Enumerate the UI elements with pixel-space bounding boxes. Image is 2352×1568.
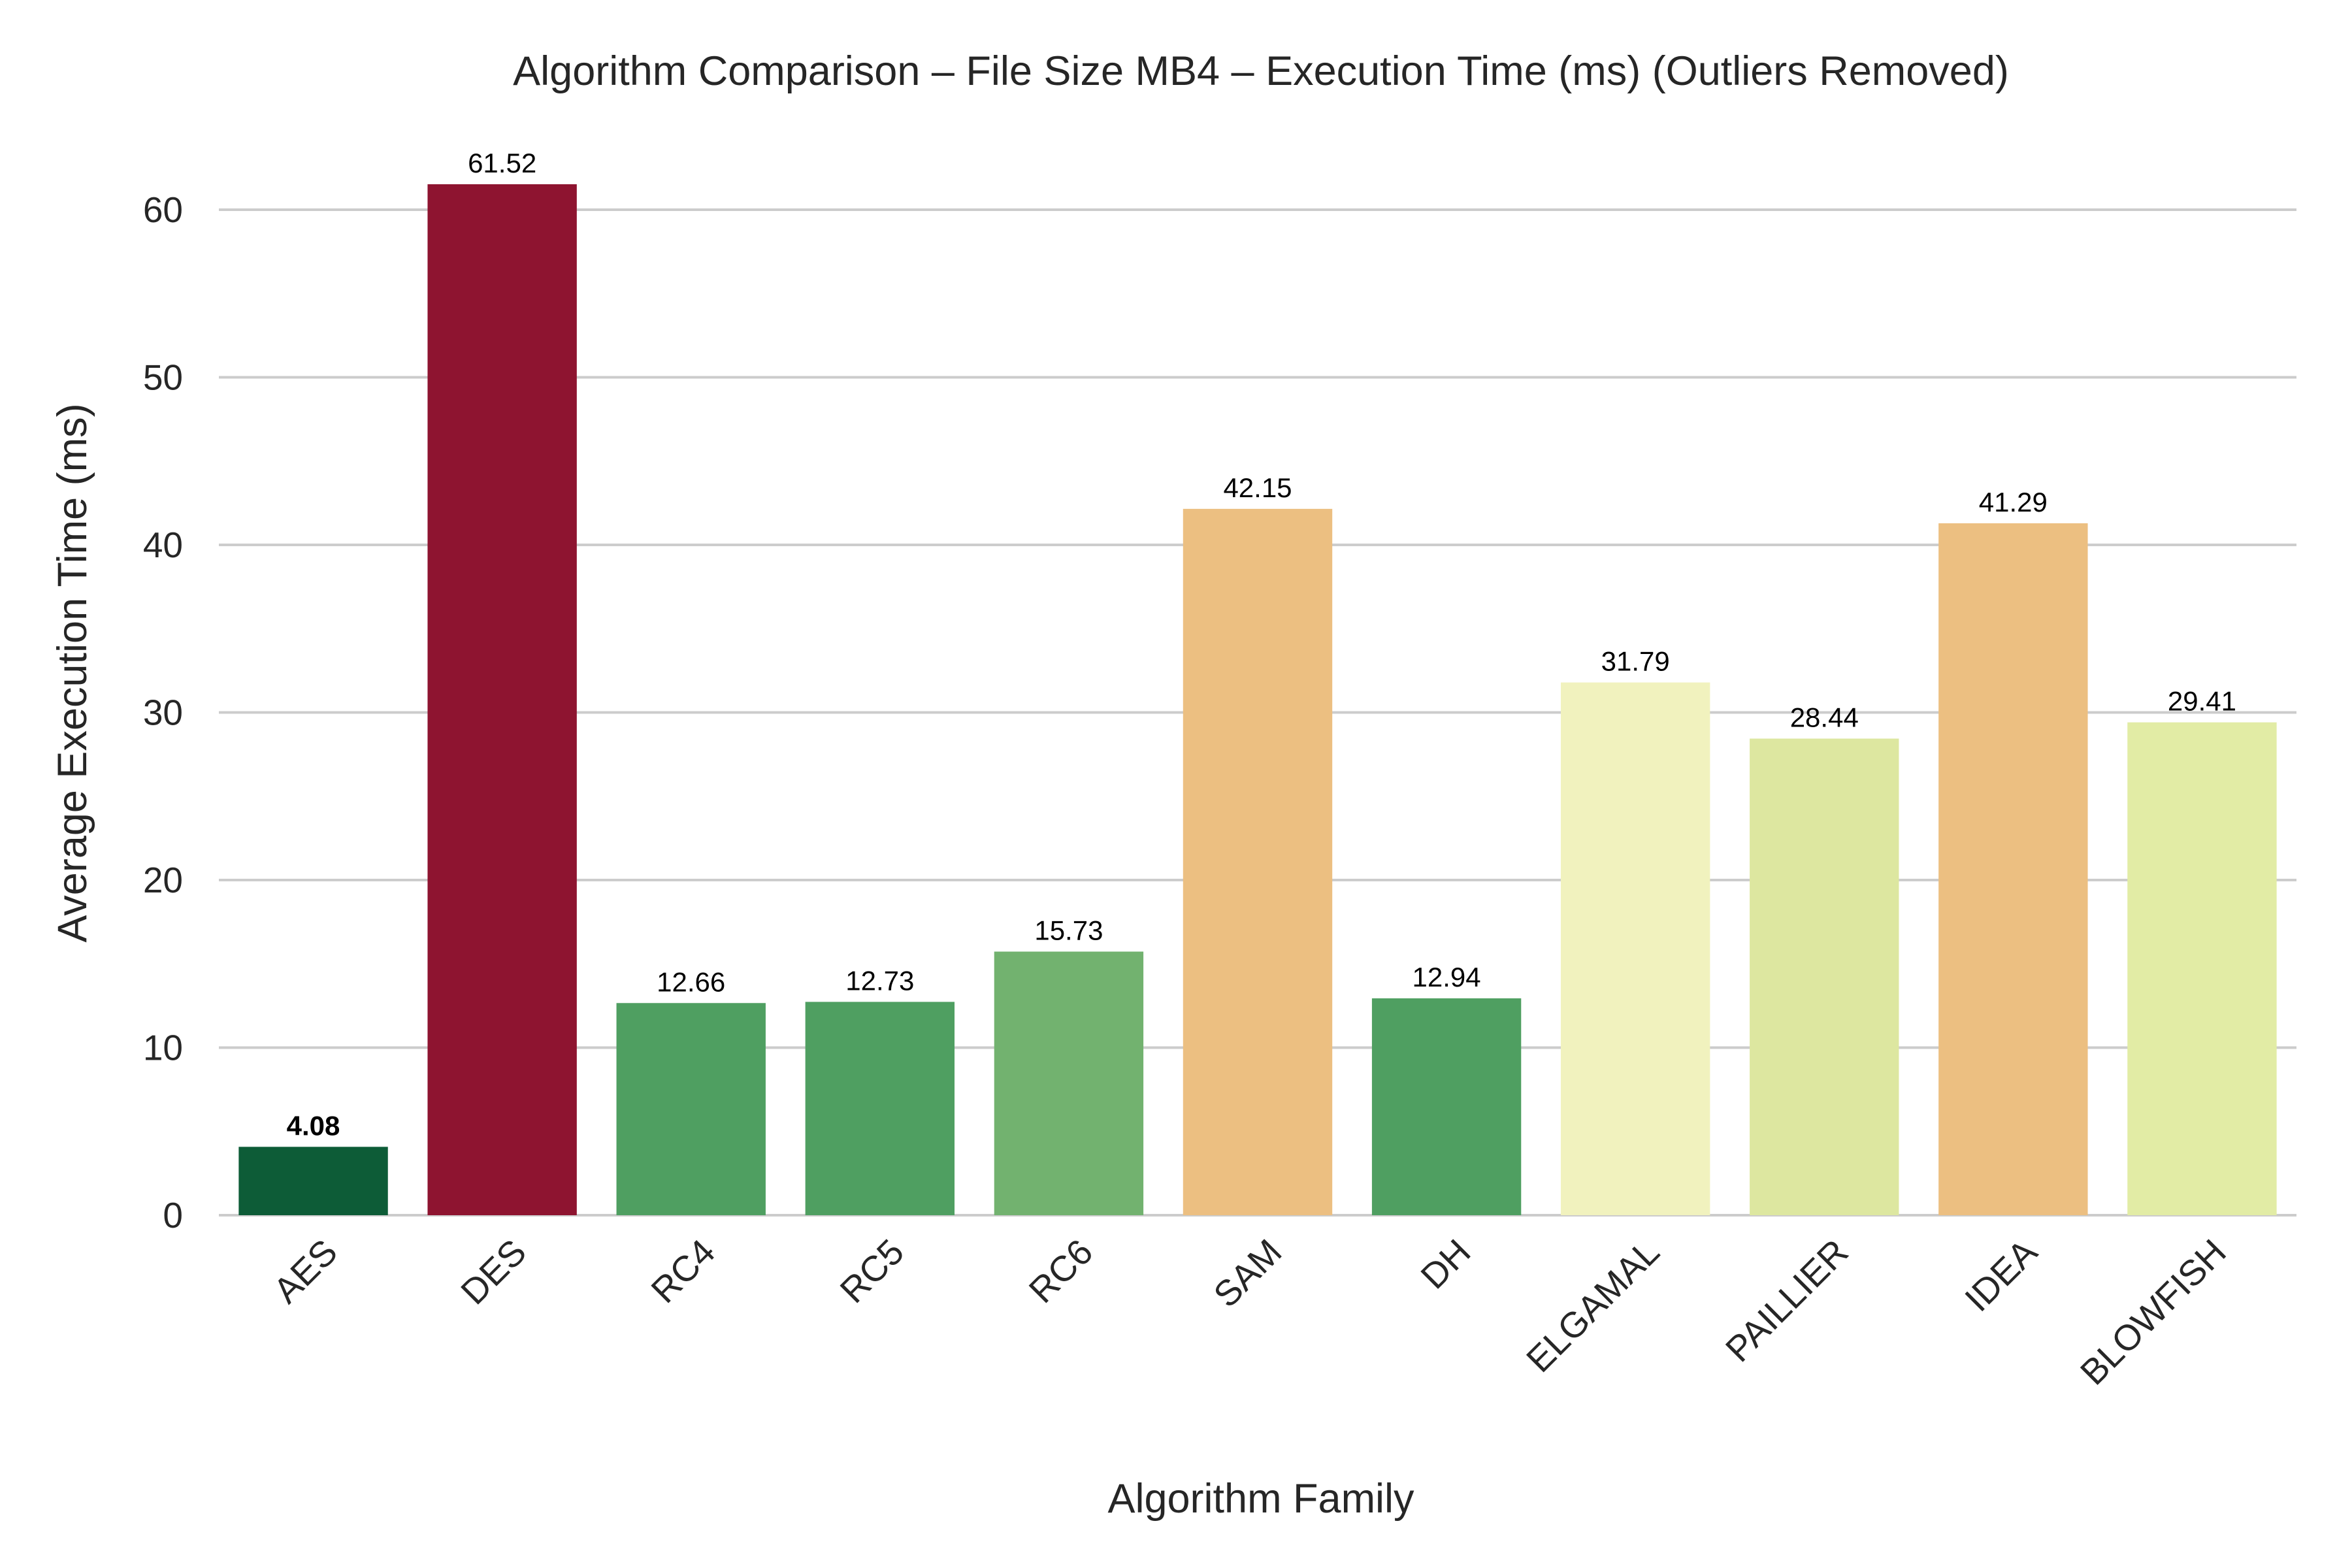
- x-tick-label-paillier: PAILLIER: [1718, 1232, 1856, 1370]
- y-tick-label: 0: [163, 1195, 183, 1235]
- y-tick-label: 10: [143, 1028, 183, 1068]
- bar-paillier: [1750, 738, 1899, 1215]
- bar-blowfish: [2127, 722, 2277, 1215]
- data-label-blowfish: 29.41: [2168, 686, 2236, 717]
- y-tick-label: 50: [143, 357, 183, 398]
- y-tick-labels: 0 10 20 30 40 50 60: [143, 189, 183, 1235]
- x-tick-label-sam: SAM: [1205, 1232, 1289, 1315]
- bars: [238, 184, 2277, 1216]
- y-tick-label: 20: [143, 860, 183, 900]
- x-tick-label-des: DES: [453, 1232, 534, 1313]
- data-label-dh: 12.94: [1413, 962, 1481, 992]
- bar-idea: [1938, 523, 2088, 1215]
- bar-sam: [1183, 508, 1333, 1215]
- x-tick-label-rc6: RC6: [1021, 1232, 1101, 1311]
- y-tick-label: 40: [143, 525, 183, 565]
- x-tick-label-idea: IDEA: [1957, 1231, 2045, 1319]
- x-tick-label-rc4: RC4: [644, 1232, 723, 1311]
- x-tick-label-rc5: RC5: [832, 1232, 912, 1311]
- x-tick-label-dh: DH: [1413, 1232, 1478, 1297]
- data-label-paillier: 28.44: [1790, 702, 1859, 733]
- bar-rc6: [994, 951, 1144, 1215]
- bar-elgamal: [1560, 682, 1710, 1215]
- data-labels: 4.08 61.52 12.66 12.73 15.73 42.15 12.94 31.79 2…: [287, 148, 2236, 1141]
- data-label-aes: 4.08: [287, 1110, 340, 1141]
- y-tick-label: 60: [143, 189, 183, 230]
- bar-des: [427, 184, 577, 1216]
- data-label-rc5: 12.73: [845, 965, 914, 996]
- bar-dh: [1371, 998, 1522, 1215]
- data-label-idea: 41.29: [1979, 487, 2048, 517]
- y-axis-label: Average Execution Time (ms): [50, 403, 95, 942]
- x-tick-labels: AES DES RC4 RC5 RC6 SAM DH ELGAMAL PAILLIER IDEA B…: [265, 1231, 2234, 1392]
- data-label-rc4: 12.66: [657, 966, 725, 997]
- y-tick-label: 30: [143, 693, 183, 733]
- x-tick-label-aes: AES: [265, 1232, 345, 1311]
- data-label-elgamal: 31.79: [1601, 646, 1670, 677]
- data-label-sam: 42.15: [1223, 472, 1292, 503]
- data-label-rc6: 15.73: [1034, 915, 1103, 946]
- x-tick-label-elgamal: ELGAMAL: [1518, 1232, 1667, 1380]
- bar-rc5: [805, 1002, 955, 1215]
- data-label-des: 61.52: [468, 148, 536, 178]
- chart-title: Algorithm Comparison – File Size MB4 – E…: [513, 48, 2009, 94]
- x-axis-label: Algorithm Family: [1107, 1476, 1414, 1522]
- bar-rc4: [616, 1003, 766, 1215]
- bar-aes: [238, 1147, 388, 1215]
- x-tick-label-blowfish: BLOWFISH: [2072, 1232, 2234, 1393]
